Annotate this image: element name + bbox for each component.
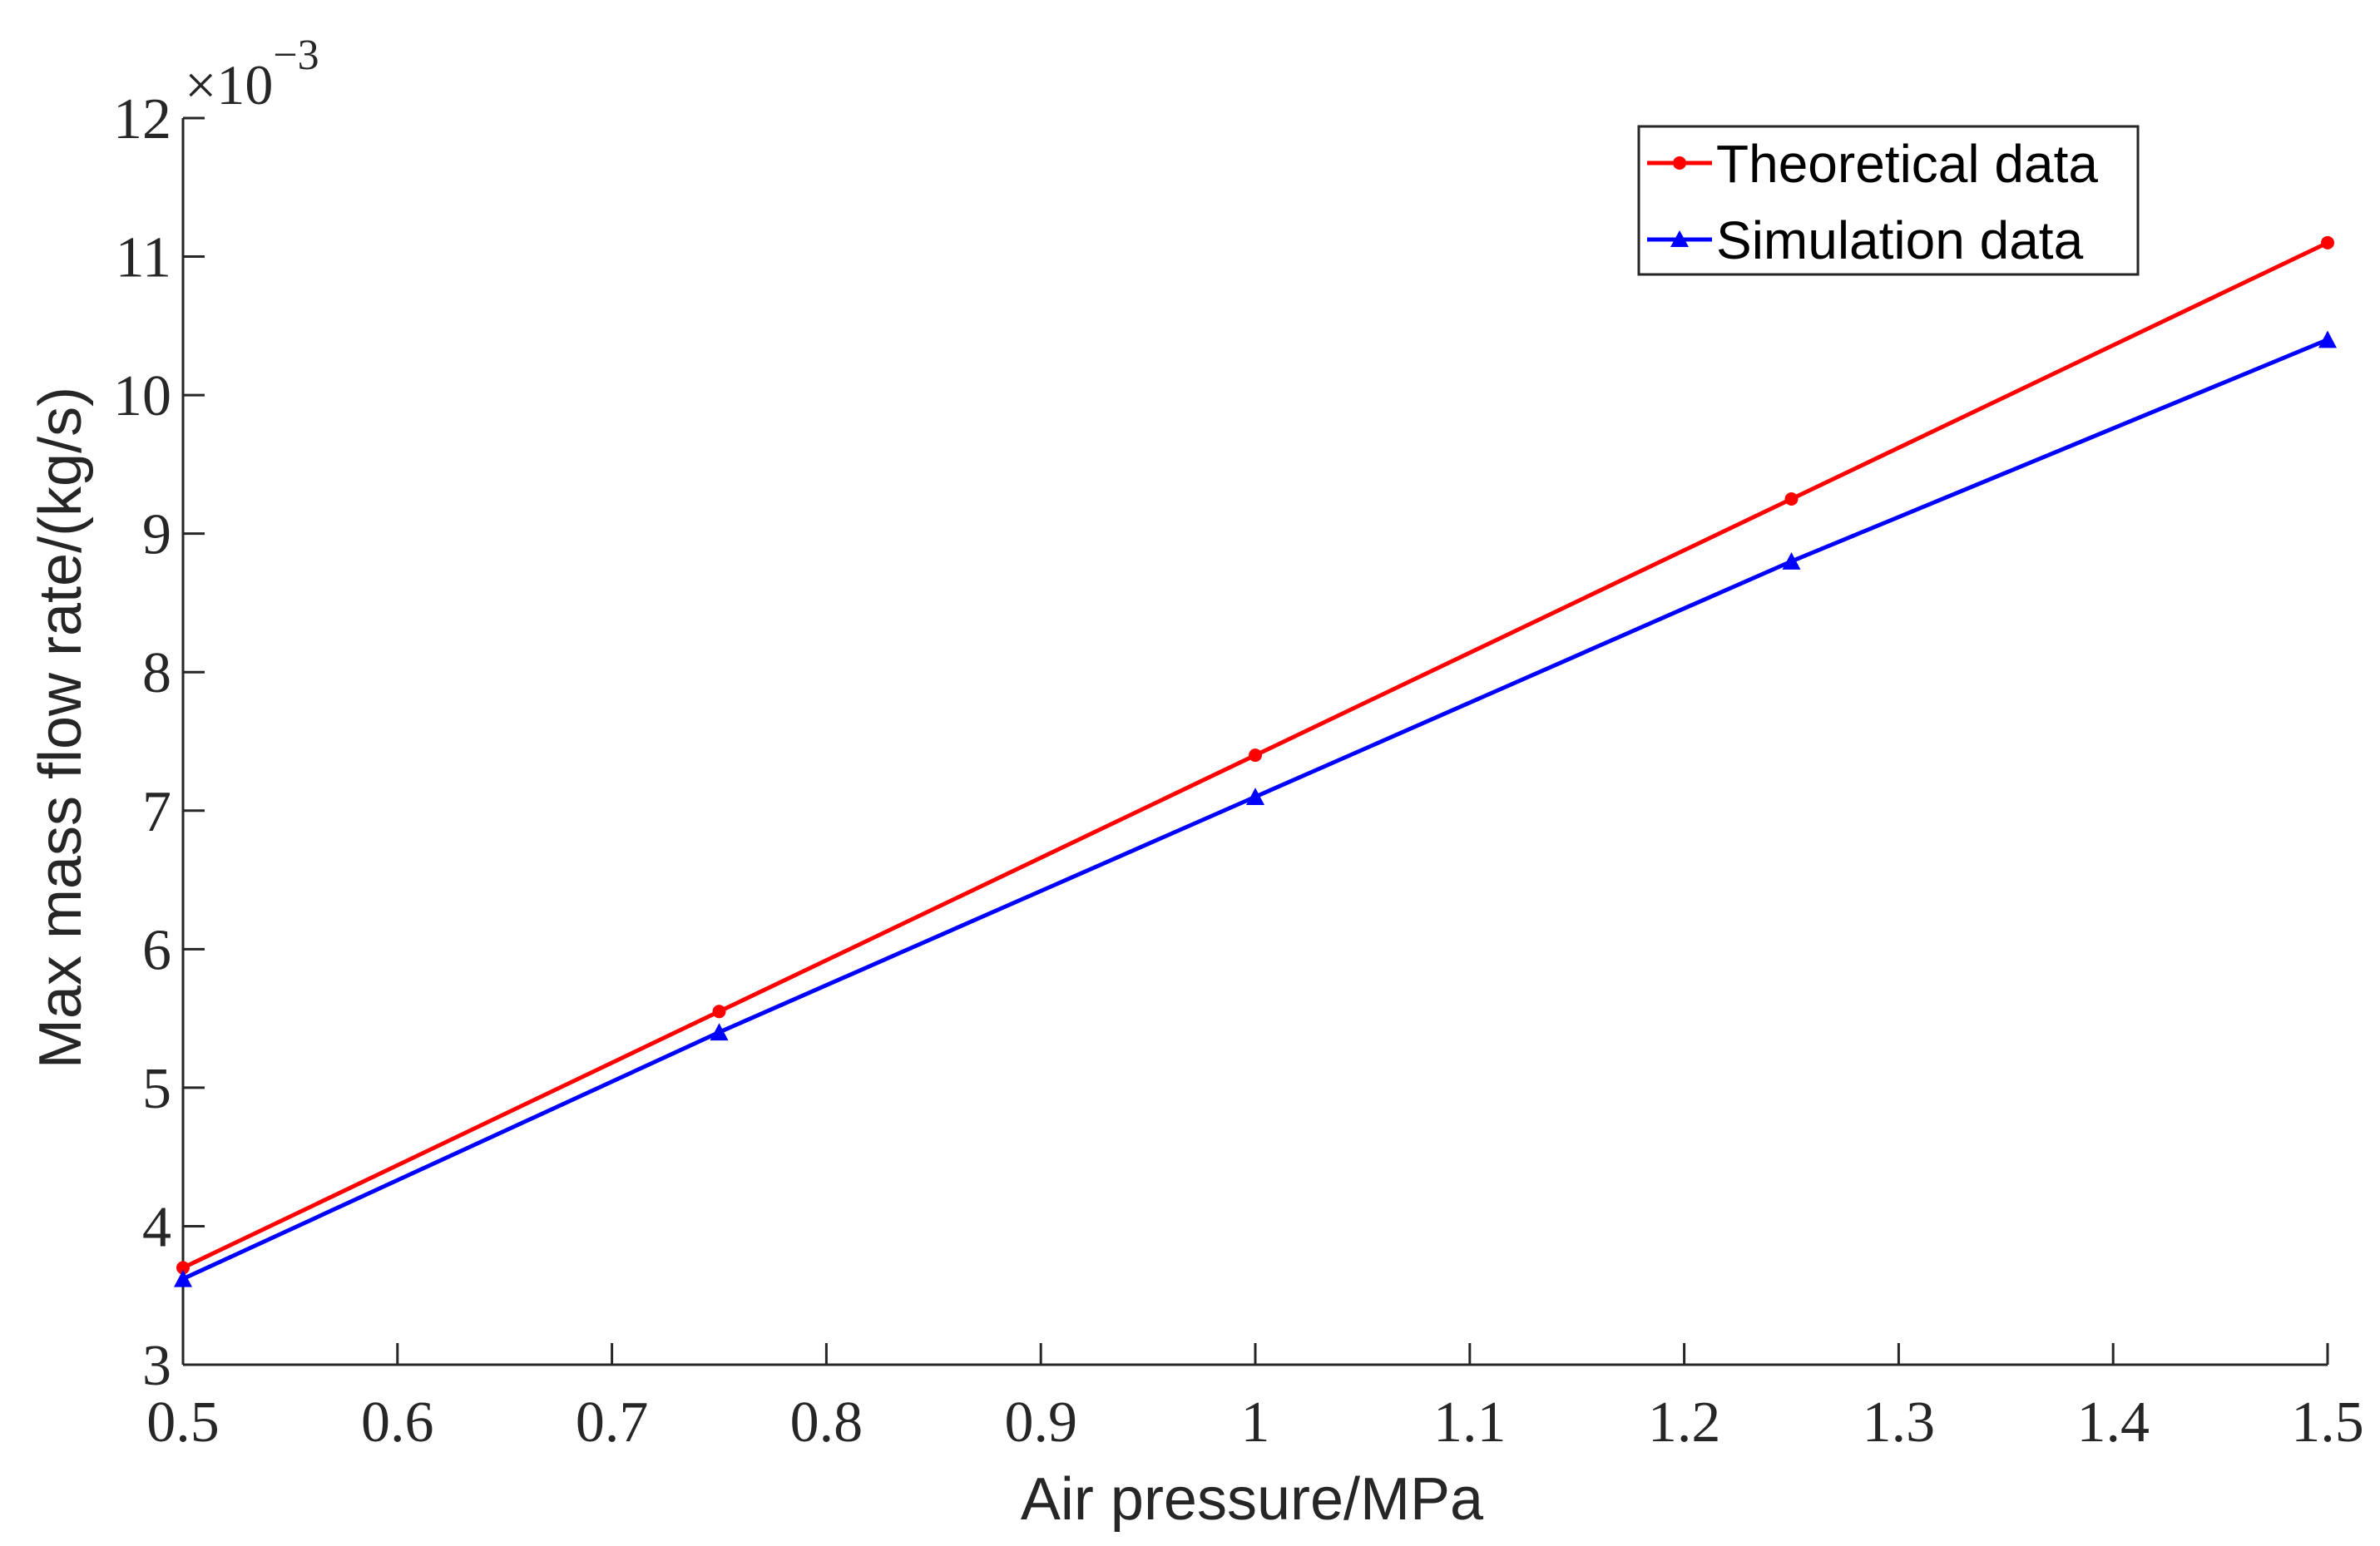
y-tick-label: 8 [142, 641, 171, 705]
data-point-simulation [174, 1269, 192, 1287]
legend-label-simulation: Simulation data [1716, 210, 2084, 270]
y-tick-label: 3 [142, 1334, 171, 1398]
axes: 0.5 0.6 0.7 0.8 0.9 1 1.1 1.2 1.3 1.4 1.5 3 4 5 6 7 8 9 10… [113, 87, 2364, 1455]
x-tick-label: 0.5 [146, 1390, 220, 1455]
x-tick-label: 1.5 [2291, 1390, 2364, 1455]
data-point-theoretical [176, 1261, 190, 1275]
x-tick-label: 0.7 [576, 1390, 649, 1455]
data-point-theoretical [712, 1005, 726, 1019]
legend-label-theoretical: Theoretical data [1716, 134, 2098, 194]
data-point-theoretical [1249, 748, 1262, 763]
data-point-simulation [710, 1023, 729, 1041]
y-tick-label: 4 [142, 1195, 171, 1259]
series-layer [174, 235, 2337, 1287]
data-point-theoretical [2321, 235, 2334, 249]
y-tick-label: 11 [116, 226, 171, 290]
legend-entry-simulation: Simulation data [1647, 210, 2084, 270]
y-tick-label: 10 [113, 364, 171, 428]
data-point-simulation [2318, 330, 2337, 348]
series-line-simulation [181, 338, 2328, 1282]
legend-marker-triangle-icon [1670, 230, 1689, 247]
y-tick-label: 5 [142, 1057, 171, 1121]
y-tick-label: 7 [142, 780, 171, 844]
x-tick-label: 1.3 [1863, 1390, 1936, 1455]
x-tick-label: 0.6 [361, 1390, 434, 1455]
y-tick-label: 9 [142, 503, 171, 567]
legend: Theoretical data Simulation data [1637, 125, 2140, 276]
legend-marker-dot-icon [1673, 156, 1686, 170]
y-axis-title: Max mass flow rate/(kg/s) [27, 387, 94, 1069]
legend-entry-theoretical: Theoretical data [1647, 134, 2098, 194]
x-tick-label: 0.8 [790, 1390, 863, 1455]
x-tick-label: 1 [1241, 1390, 1270, 1455]
x-tick-label: 1.1 [1433, 1390, 1507, 1455]
data-point-theoretical [1784, 492, 1799, 506]
legend-box [1637, 125, 2140, 276]
data-point-simulation [1782, 551, 1801, 570]
x-tick-label: 0.9 [1004, 1390, 1077, 1455]
y-axis-exponent: ×10−3 [185, 32, 319, 116]
y-tick-label: 6 [142, 918, 171, 982]
x-tick-label: 1.2 [1648, 1390, 1721, 1455]
x-tick-label: 1.4 [2076, 1390, 2150, 1455]
x-axis-title: Air pressure/MPa [1021, 1466, 1484, 1533]
y-tick-label: 12 [113, 87, 171, 151]
data-point-simulation [1246, 788, 1264, 806]
